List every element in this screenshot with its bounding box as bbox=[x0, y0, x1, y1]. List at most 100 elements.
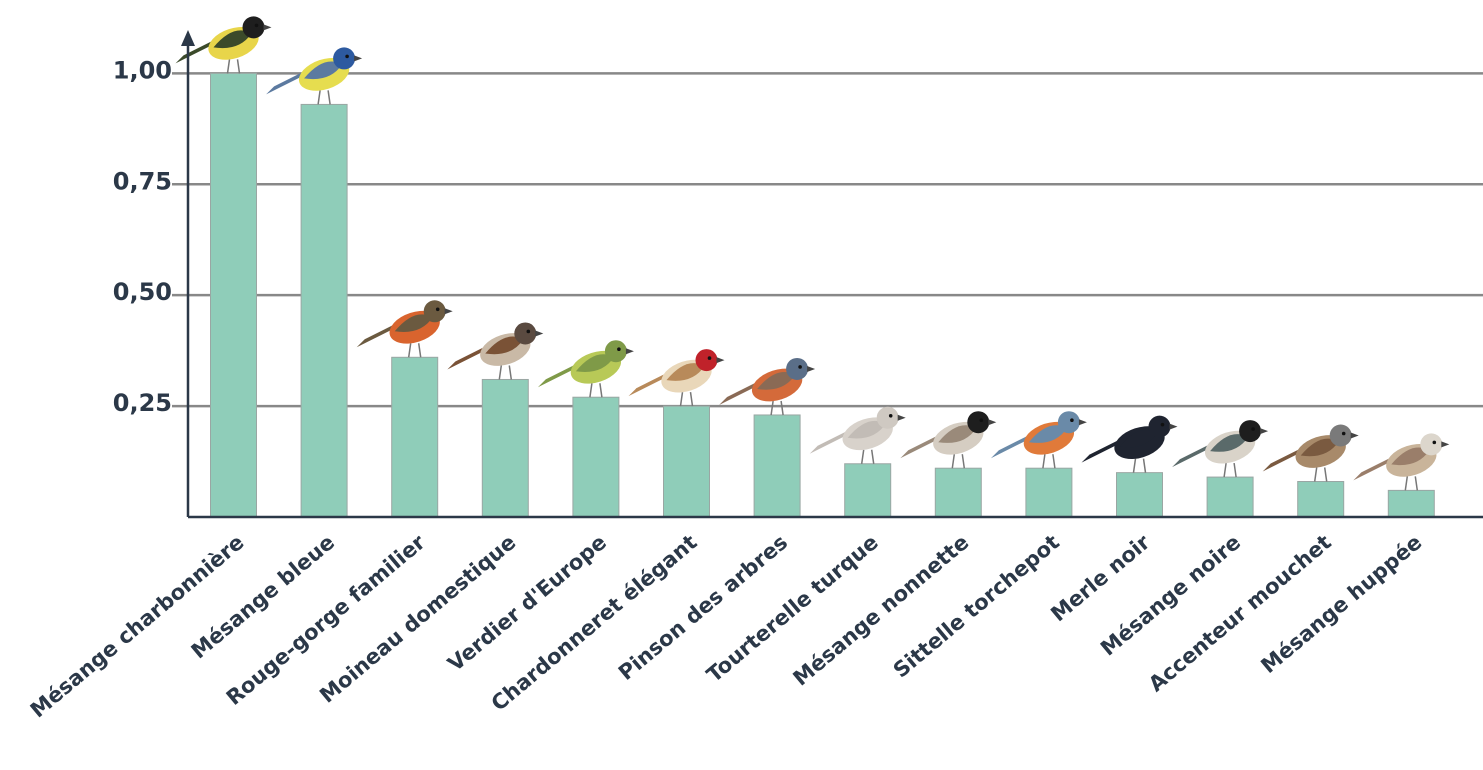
bird-beak bbox=[1260, 428, 1269, 435]
bird-leg bbox=[961, 454, 966, 469]
bird-eye bbox=[798, 365, 802, 369]
bird-leg bbox=[599, 383, 603, 398]
bar bbox=[391, 356, 439, 518]
bar bbox=[210, 72, 257, 518]
bird-leg bbox=[1313, 467, 1318, 482]
bar bbox=[1025, 467, 1073, 518]
bird-beak bbox=[263, 24, 272, 31]
grid bbox=[172, 72, 1483, 408]
x-tick-label: Pinson des arbres bbox=[614, 530, 792, 685]
y-tick-label: 0,75 bbox=[113, 167, 172, 195]
bird-leg bbox=[1414, 476, 1419, 491]
bird-illustration bbox=[1262, 424, 1359, 482]
bird-head bbox=[967, 411, 990, 434]
bird-eye bbox=[1341, 431, 1346, 436]
bird-wing bbox=[485, 336, 524, 355]
bird-beak bbox=[535, 330, 544, 337]
bird-wing bbox=[575, 354, 614, 372]
bird-tail bbox=[719, 380, 760, 405]
bird-wing bbox=[1391, 447, 1430, 466]
bird-head bbox=[1057, 411, 1080, 434]
bar bbox=[663, 405, 710, 518]
bird-leg bbox=[770, 400, 774, 416]
bird-tail bbox=[1262, 447, 1303, 472]
bird-head bbox=[786, 357, 809, 380]
bird-wing bbox=[938, 425, 977, 443]
bird-beak bbox=[354, 55, 363, 62]
bird-leg bbox=[498, 365, 503, 380]
bird-leg bbox=[951, 454, 956, 469]
bar bbox=[300, 103, 348, 518]
bird-head bbox=[333, 47, 356, 70]
bird-illustration bbox=[356, 300, 453, 358]
bar bbox=[1387, 489, 1435, 518]
birds bbox=[175, 16, 1450, 491]
bar bbox=[1297, 481, 1345, 518]
bar bbox=[1116, 472, 1163, 518]
bird-head bbox=[242, 16, 265, 39]
bird-leg bbox=[1323, 467, 1328, 482]
bird-head bbox=[695, 349, 718, 372]
bird-wing bbox=[213, 30, 252, 49]
bird-beak bbox=[1169, 423, 1178, 430]
bar bbox=[753, 414, 801, 518]
bar bbox=[481, 378, 529, 518]
bird-beak bbox=[625, 348, 634, 355]
bird-illustration bbox=[1081, 415, 1178, 473]
bird-leg bbox=[1223, 462, 1227, 478]
x-tick-label: Accenteur mouchet bbox=[1144, 530, 1336, 696]
bird-tail bbox=[175, 39, 216, 64]
bird-eye bbox=[435, 307, 440, 312]
bird-eye bbox=[979, 418, 984, 422]
bird-wing bbox=[757, 372, 796, 390]
bird-eye bbox=[526, 329, 531, 334]
bird-leg bbox=[1052, 454, 1056, 469]
bird-wing bbox=[1210, 434, 1249, 452]
bird-beak bbox=[807, 365, 816, 372]
bird-head bbox=[876, 406, 899, 429]
bird-head bbox=[1329, 424, 1352, 447]
bird-leg bbox=[679, 391, 684, 407]
bird-beak bbox=[444, 308, 453, 315]
bar bbox=[934, 467, 982, 518]
bird-illustration bbox=[447, 322, 544, 380]
bird-head bbox=[1420, 433, 1443, 456]
bird-leg bbox=[417, 343, 422, 358]
bird-head bbox=[423, 300, 446, 323]
bird-beak bbox=[716, 357, 725, 364]
x-tick-label: Sittelle torchepot bbox=[889, 530, 1064, 682]
bird-wing bbox=[1119, 429, 1158, 448]
bird-wing bbox=[1300, 438, 1339, 457]
bird-tail bbox=[900, 434, 941, 459]
bird-illustration bbox=[900, 411, 997, 469]
x-tick-label: Verdier d'Europe bbox=[443, 530, 611, 676]
bird-illustration bbox=[1353, 433, 1450, 491]
x-tick-label: Mésange nonnette bbox=[789, 530, 974, 691]
bird-leg bbox=[407, 343, 412, 358]
bird-tail bbox=[266, 70, 307, 95]
y-axis-arrow bbox=[181, 30, 195, 46]
bird-illustration bbox=[719, 357, 816, 416]
bird-leg bbox=[1042, 454, 1046, 469]
axes bbox=[181, 30, 1483, 519]
bird-leg bbox=[317, 90, 321, 105]
bird-eye bbox=[1251, 427, 1255, 431]
bird-illustration bbox=[809, 406, 906, 464]
bird-wing bbox=[1028, 425, 1067, 443]
bird-eye bbox=[345, 54, 349, 59]
y-tick-label: 0,50 bbox=[113, 278, 172, 306]
bird-leg bbox=[780, 400, 784, 416]
x-tick-label: Mésange huppée bbox=[1256, 530, 1426, 678]
bird-leg bbox=[508, 365, 513, 380]
bird-tail bbox=[1081, 438, 1122, 463]
y-tick-label: 0,25 bbox=[113, 389, 172, 417]
x-tick-label: Tourterelle turque bbox=[702, 530, 883, 687]
bird-leg bbox=[1233, 462, 1237, 478]
bird-tail bbox=[1353, 456, 1394, 481]
bird-leg bbox=[589, 383, 593, 398]
bird-illustration bbox=[175, 16, 272, 74]
bird-leg bbox=[327, 90, 331, 105]
bar bbox=[844, 463, 892, 518]
bird-wing bbox=[666, 363, 705, 381]
